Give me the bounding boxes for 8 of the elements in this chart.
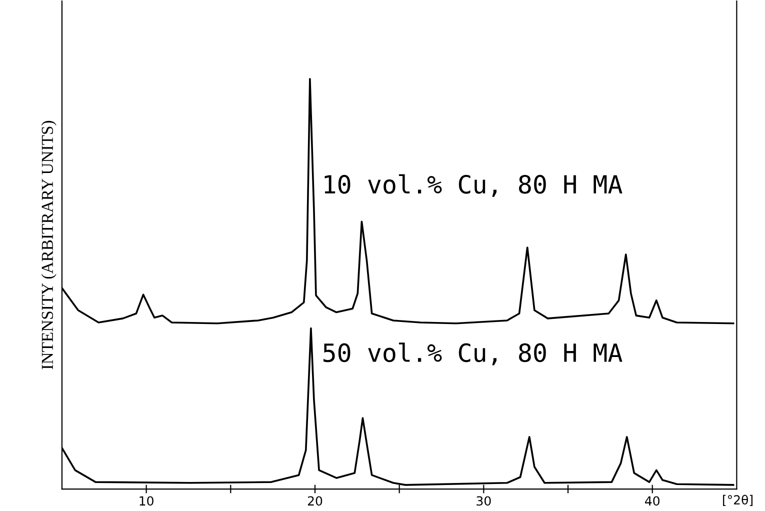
x-tick-label: 20 (308, 496, 322, 506)
x-axis-title: [°2θ] (723, 494, 752, 506)
x-tick-label: 40 (645, 496, 660, 506)
x-tick-label: 10 (140, 496, 154, 506)
y-axis-title: INTENSITY (ARBITRARY UNITS) (41, 120, 56, 370)
series-label: 10 vol.% Cu, 80 H MA (324, 174, 622, 197)
series-label: 50 vol.% Cu, 80 H MA (323, 342, 622, 366)
x-tick-label: 30 (476, 496, 491, 506)
